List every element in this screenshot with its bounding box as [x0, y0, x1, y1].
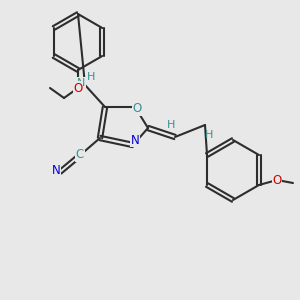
Text: H: H — [167, 120, 175, 130]
Text: O: O — [272, 173, 282, 187]
Text: N: N — [52, 164, 60, 176]
Text: O: O — [74, 82, 82, 94]
Text: C: C — [76, 148, 84, 161]
Text: H: H — [205, 130, 213, 140]
Text: H: H — [87, 72, 95, 82]
Text: N: N — [130, 134, 140, 146]
Text: N: N — [77, 78, 85, 88]
Text: O: O — [132, 103, 142, 116]
